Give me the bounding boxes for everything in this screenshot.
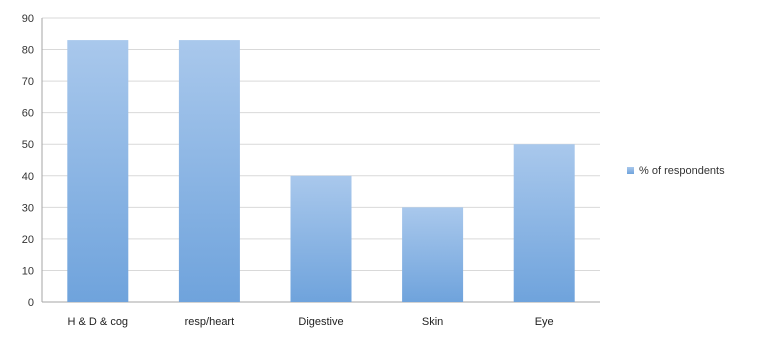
legend-swatch <box>627 167 634 174</box>
y-tick-label: 80 <box>22 45 34 57</box>
y-tick-label: 30 <box>22 202 34 214</box>
y-tick-label: 60 <box>22 108 34 120</box>
x-tick-label: Digestive <box>298 316 343 328</box>
x-axis-ticks: H & D & cog resp/heart Digestive Skin Eye <box>68 316 554 328</box>
y-tick-label: 50 <box>22 139 34 151</box>
legend: % of respondents <box>627 165 725 177</box>
y-tick-label: 0 <box>28 297 34 309</box>
y-tick-label: 40 <box>22 171 34 183</box>
x-tick-label: resp/heart <box>185 316 235 328</box>
bar <box>178 40 240 302</box>
x-tick-label: Skin <box>422 316 443 328</box>
legend-label: % of respondents <box>639 165 725 177</box>
bar <box>402 207 464 302</box>
bars <box>67 40 575 302</box>
bar <box>290 175 352 302</box>
y-tick-label: 70 <box>22 76 34 88</box>
bar <box>513 144 575 302</box>
y-tick-label: 90 <box>22 13 34 25</box>
y-tick-label: 10 <box>22 265 34 277</box>
bar <box>67 40 129 302</box>
y-axis-ticks: 0 10 20 30 40 50 60 70 80 90 <box>22 13 34 309</box>
x-tick-label: H & D & cog <box>68 316 129 328</box>
y-tick-label: 20 <box>22 234 34 246</box>
x-tick-label: Eye <box>535 316 554 328</box>
